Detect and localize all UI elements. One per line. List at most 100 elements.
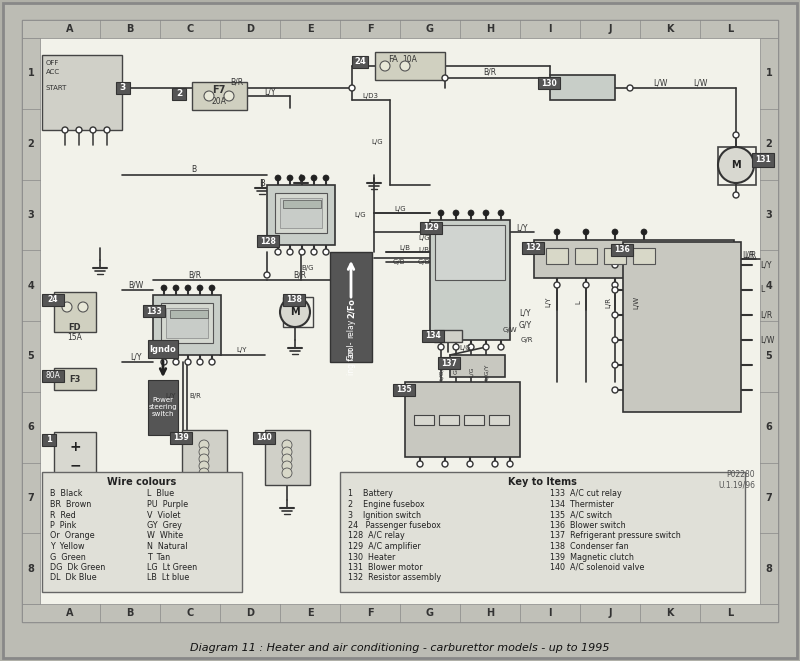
Bar (760, 38, 778, 604)
Text: 128  A/C relay: 128 A/C relay (348, 531, 405, 541)
Bar (143, 305, 165, 317)
Circle shape (199, 447, 209, 457)
Text: 1: 1 (28, 68, 34, 79)
Text: B/R: B/R (230, 77, 243, 87)
Text: 137  Refrigerant pressure switch: 137 Refrigerant pressure switch (550, 531, 681, 541)
Circle shape (400, 61, 410, 71)
Circle shape (442, 75, 448, 81)
Text: F7: F7 (212, 85, 226, 95)
Bar (623, 242, 741, 412)
Bar (464, 415, 484, 425)
Bar (752, 153, 774, 167)
Circle shape (104, 127, 110, 133)
Text: 130  Heater: 130 Heater (348, 553, 395, 561)
Text: P  Pink: P Pink (50, 521, 76, 530)
Text: L/R: L/R (605, 297, 611, 307)
Text: 134: 134 (425, 332, 441, 340)
Circle shape (282, 468, 292, 478)
Circle shape (275, 249, 281, 255)
Text: B/R: B/R (294, 270, 306, 280)
Bar (170, 432, 192, 444)
Text: 140: 140 (256, 434, 272, 442)
Text: 7: 7 (28, 493, 34, 503)
Text: 132  Resistor assembly: 132 Resistor assembly (348, 574, 441, 582)
Text: 5: 5 (28, 352, 34, 362)
Bar (283, 294, 305, 306)
Circle shape (718, 147, 754, 183)
Text: G/R: G/R (521, 337, 534, 343)
Text: K: K (666, 24, 674, 34)
Text: I: I (548, 24, 552, 34)
Bar (538, 77, 560, 89)
Bar (422, 330, 444, 342)
Circle shape (554, 229, 560, 235)
Circle shape (498, 210, 504, 216)
Text: H: H (486, 608, 494, 618)
Text: G: G (426, 24, 434, 34)
Text: 24: 24 (48, 295, 58, 305)
Bar (257, 235, 279, 247)
Bar (161, 303, 213, 343)
Bar (280, 198, 322, 228)
Text: I: I (548, 608, 552, 618)
Bar (54, 432, 96, 494)
Text: Igndo: Igndo (150, 344, 176, 354)
Bar (718, 147, 756, 185)
Text: Cool-: Cool- (346, 340, 355, 360)
Text: 24   Passenger fusebox: 24 Passenger fusebox (348, 521, 441, 530)
Circle shape (185, 285, 191, 291)
Circle shape (282, 447, 292, 457)
Text: 139  Magnetic clutch: 139 Magnetic clutch (550, 553, 634, 561)
Text: T  Tan: T Tan (147, 553, 170, 561)
Circle shape (78, 302, 88, 312)
Bar (405, 382, 520, 457)
Text: L: L (727, 608, 733, 618)
Circle shape (438, 210, 444, 216)
Text: G: G (426, 608, 434, 618)
Text: L/Y: L/Y (237, 347, 247, 353)
Text: LG  Lt Green: LG Lt Green (147, 563, 197, 572)
Circle shape (282, 440, 292, 450)
Text: 4: 4 (766, 281, 772, 291)
Text: 136  Blower switch: 136 Blower switch (550, 521, 626, 530)
Circle shape (311, 175, 317, 181)
Circle shape (492, 461, 498, 467)
Text: LB  Lt blue: LB Lt blue (147, 574, 190, 582)
Text: L: L (727, 24, 733, 34)
Text: D: D (246, 608, 254, 618)
Text: L/G: L/G (394, 206, 406, 212)
Circle shape (161, 359, 167, 365)
Text: C: C (186, 608, 194, 618)
Circle shape (199, 440, 209, 450)
Text: 135  A/C switch: 135 A/C switch (550, 510, 612, 520)
Bar (22, 38, 40, 604)
Bar (42, 472, 242, 592)
Circle shape (612, 287, 618, 293)
Text: L/Y: L/Y (516, 223, 528, 233)
Text: E: E (306, 608, 314, 618)
Bar (522, 242, 544, 254)
Text: 131: 131 (755, 155, 771, 165)
Circle shape (62, 302, 72, 312)
Circle shape (627, 85, 633, 91)
Circle shape (185, 359, 191, 365)
Text: M: M (731, 160, 741, 170)
Text: 8: 8 (27, 564, 34, 574)
Bar (42, 434, 56, 446)
Text: 131  Blower motor: 131 Blower motor (348, 563, 422, 572)
Text: 2: 2 (176, 89, 182, 98)
Circle shape (733, 132, 739, 138)
Text: 3: 3 (120, 83, 126, 93)
Bar (550, 75, 615, 100)
Text: L/W: L/W (653, 79, 667, 87)
Text: L/G: L/G (469, 367, 474, 377)
Text: Or  Orange: Or Orange (50, 531, 94, 541)
Circle shape (282, 454, 292, 464)
Text: 5: 5 (766, 352, 772, 362)
Bar (546, 248, 568, 264)
Bar (439, 415, 459, 425)
Circle shape (264, 272, 270, 278)
Text: 20A: 20A (211, 98, 226, 106)
Circle shape (612, 312, 618, 318)
Text: Wire colours: Wire colours (107, 477, 177, 487)
